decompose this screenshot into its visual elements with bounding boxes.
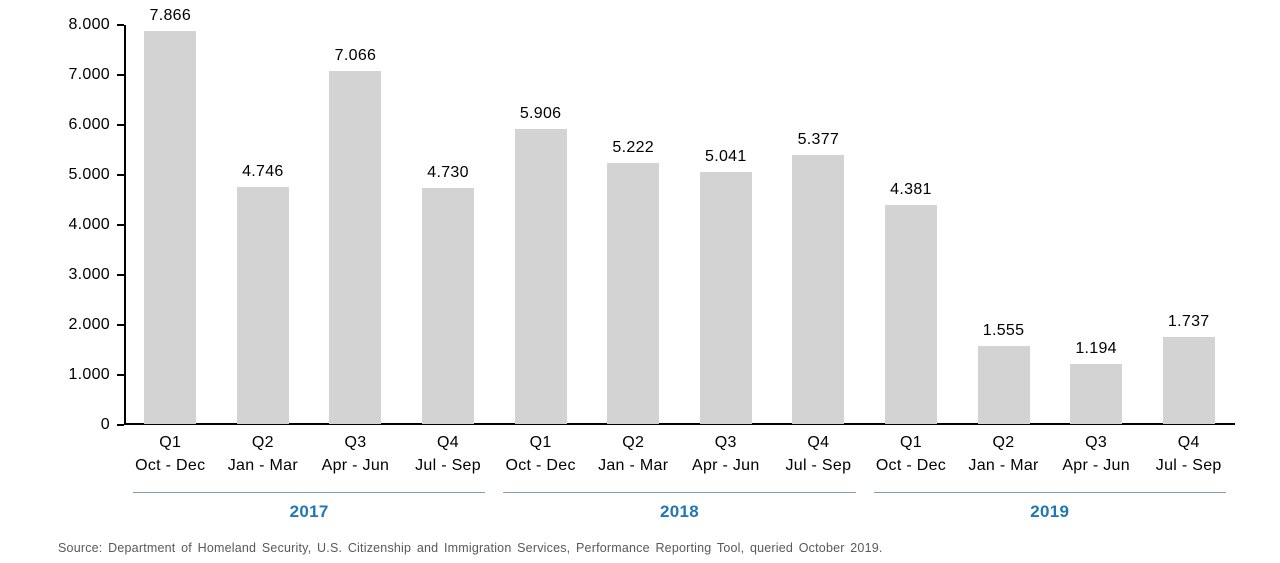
- x-cat-months: Apr - Jun: [691, 457, 760, 474]
- y-tick-label: 8.000: [68, 16, 110, 33]
- x-cat-quarter: Q1: [899, 434, 922, 451]
- x-cat-quarter: Q3: [344, 434, 367, 451]
- source-note: Source: Department of Homeland Security,…: [58, 541, 883, 555]
- x-cat-quarter: Q4: [1177, 434, 1200, 451]
- x-cat-months: Apr - Jun: [321, 457, 390, 474]
- y-tick: [117, 374, 124, 376]
- bar-value-label: 4.730: [427, 163, 469, 181]
- bar-value-label: 5.377: [797, 131, 840, 149]
- x-category-label: Q4 Jul - Sep: [398, 431, 498, 477]
- x-cat-months: Jul - Sep: [415, 457, 481, 474]
- x-category-label: Q2 Jan - Mar: [213, 431, 313, 477]
- x-cat-quarter: Q2: [251, 434, 274, 451]
- year-label: 2018: [659, 502, 699, 521]
- x-category-label: Q2 Jan - Mar: [583, 431, 683, 477]
- bar: [514, 128, 567, 424]
- x-cat-months: Jan - Mar: [227, 457, 299, 474]
- x-cat-months: Jan - Mar: [968, 457, 1039, 474]
- x-cat-quarter: Q2: [622, 434, 645, 451]
- y-tick-label: 7.000: [68, 66, 110, 83]
- x-cat-quarter: Q4: [807, 434, 830, 451]
- year-label: 2017: [289, 502, 329, 521]
- x-cat-quarter: Q4: [437, 434, 459, 451]
- x-cat-months: Oct - Dec: [875, 457, 947, 474]
- y-tick-label: 1.000: [68, 366, 110, 383]
- bar-value-label: 4.381: [890, 180, 932, 198]
- x-cat-quarter: Q1: [159, 434, 182, 451]
- bar: [699, 171, 752, 424]
- y-tick-label: 0: [100, 416, 110, 433]
- x-category-label: Q1 Oct - Dec: [861, 431, 961, 477]
- x-category-label: Q3 Apr - Jun: [676, 431, 776, 477]
- bar: [607, 162, 660, 424]
- y-tick-label: 6.000: [68, 116, 110, 133]
- y-tick-label: 4.000: [68, 216, 110, 233]
- x-category-label: Q1 Oct - Dec: [120, 431, 220, 477]
- x-cat-months: Apr - Jun: [1062, 457, 1130, 474]
- y-tick: [117, 324, 124, 326]
- y-tick: [117, 124, 124, 126]
- bar: [1162, 337, 1215, 424]
- x-cat-months: Jan - Mar: [598, 457, 669, 474]
- y-tick: [117, 424, 124, 426]
- bar: [977, 346, 1030, 424]
- bar: [1070, 364, 1123, 424]
- y-tick: [117, 274, 124, 276]
- x-category-label: Q3 Apr - Jun: [1046, 431, 1146, 477]
- y-axis-line: [124, 25, 126, 425]
- x-cat-months: Oct - Dec: [135, 457, 206, 474]
- y-tick: [117, 74, 124, 76]
- bar-value-label: 7.066: [334, 46, 377, 64]
- year-underline: [133, 492, 486, 493]
- y-tick-label: 2.000: [68, 316, 110, 333]
- x-category-label: Q4 Jul - Sep: [1139, 431, 1239, 477]
- x-cat-months: Jul - Sep: [1155, 457, 1222, 474]
- y-tick-label: 5.000: [68, 166, 110, 183]
- bar: [884, 204, 937, 424]
- x-cat-months: Jul - Sep: [785, 457, 852, 474]
- x-category-label: Q2 Jan - Mar: [954, 431, 1054, 477]
- bar-value-label: 1.737: [1167, 313, 1210, 331]
- y-tick: [117, 174, 124, 176]
- x-category-label: Q4 Jul - Sep: [768, 431, 868, 477]
- y-tick: [117, 224, 124, 226]
- x-category-label: Q3 Apr - Jun: [305, 431, 405, 477]
- x-cat-quarter: Q2: [992, 434, 1015, 451]
- bar: [792, 155, 845, 424]
- bar: [236, 186, 289, 424]
- x-cat-months: Oct - Dec: [505, 457, 576, 474]
- x-cat-quarter: Q3: [714, 434, 737, 451]
- bar-value-label: 5.906: [519, 104, 562, 122]
- bar: [144, 30, 197, 424]
- year-underline: [873, 492, 1226, 493]
- bar-value-label: 4.746: [242, 162, 284, 180]
- bar: [329, 70, 382, 424]
- bar-value-label: 7.866: [149, 6, 192, 24]
- bar-value-label: 5.222: [612, 138, 654, 156]
- x-cat-quarter: Q1: [529, 434, 552, 451]
- bar: [422, 187, 475, 424]
- x-axis-line: [124, 423, 1235, 425]
- bar-value-label: 5.041: [705, 147, 747, 165]
- y-tick-label: 3.000: [68, 266, 110, 283]
- year-underline: [503, 492, 856, 493]
- year-label: 2019: [1030, 502, 1070, 521]
- x-category-label: Q1 Oct - Dec: [491, 431, 591, 477]
- x-cat-quarter: Q3: [1085, 434, 1108, 451]
- bar-value-label: 1.194: [1075, 340, 1117, 358]
- y-tick: [117, 24, 124, 26]
- bar-value-label: 1.555: [982, 322, 1025, 340]
